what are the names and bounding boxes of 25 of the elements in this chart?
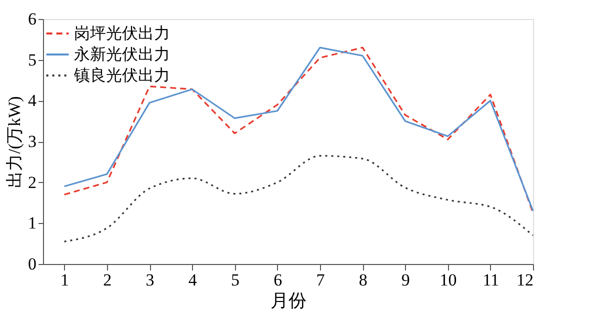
legend-label: 永新光伏出力 bbox=[74, 46, 170, 64]
y-tick-label: 3 bbox=[28, 132, 36, 151]
y-tick-label: 0 bbox=[28, 254, 36, 274]
x-tick-label: 6 bbox=[274, 270, 282, 290]
x-tick-label: 5 bbox=[230, 270, 240, 290]
x-tick-label: 7 bbox=[316, 270, 326, 290]
x-tick-label: 10 bbox=[440, 270, 457, 290]
x-tick-label: 11 bbox=[482, 270, 500, 290]
y-tick-label: 1 bbox=[28, 214, 36, 233]
y-tick-label: 6 bbox=[28, 10, 36, 28]
x-tick-label: 9 bbox=[401, 270, 410, 290]
y-axis-title: 出力/(万kW) bbox=[5, 96, 24, 188]
x-axis-title: 月份 bbox=[270, 290, 306, 310]
x-tick-label: 3 bbox=[146, 270, 154, 290]
y-tick-label: 4 bbox=[28, 91, 37, 110]
x-tick-label: 12 bbox=[516, 270, 534, 290]
x-tick-label: 8 bbox=[358, 270, 368, 290]
y-tick-label: 2 bbox=[28, 172, 36, 192]
x-tick-label: 2 bbox=[103, 270, 112, 290]
x-tick-label: 1 bbox=[60, 270, 70, 290]
y-tick-label: 5 bbox=[28, 50, 36, 70]
legend-label: 岗坪光伏出力 bbox=[74, 24, 170, 42]
x-tick-label: 4 bbox=[188, 270, 198, 290]
line-series bbox=[64, 154, 534, 242]
legend-label: 镇良光伏出力 bbox=[73, 66, 170, 84]
